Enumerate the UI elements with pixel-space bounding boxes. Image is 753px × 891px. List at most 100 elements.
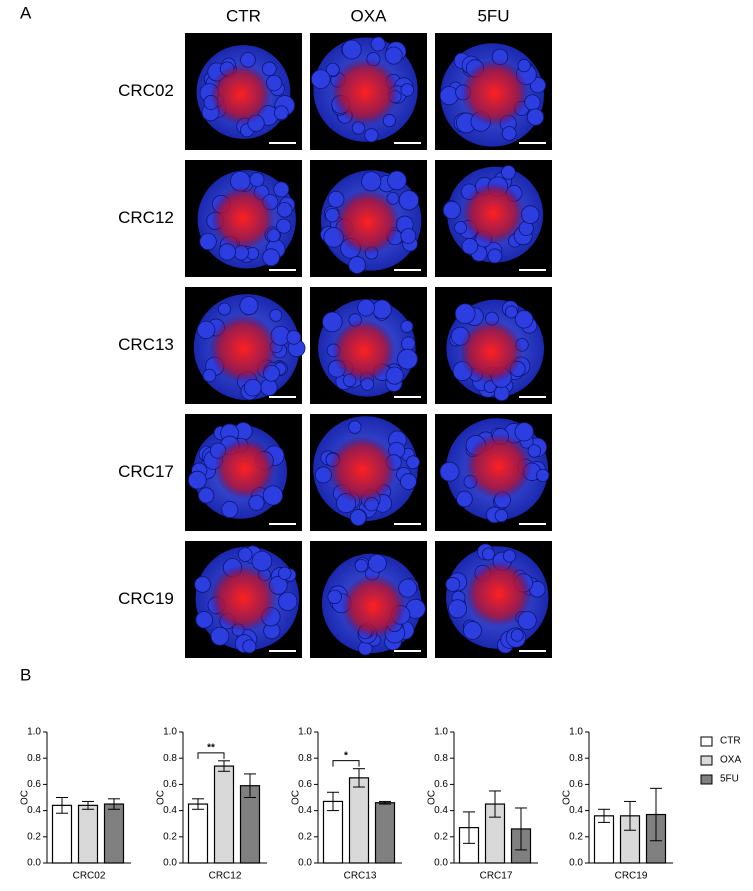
- row-label: CRC17: [118, 462, 174, 481]
- bar: [51, 804, 73, 864]
- y-tick-label: 1.0: [163, 727, 177, 738]
- cell: [439, 461, 460, 482]
- stain: [332, 319, 396, 383]
- y-tick-label: 0.4: [27, 805, 41, 816]
- cell: [325, 62, 340, 77]
- significance-bracket: [332, 760, 360, 767]
- micrograph: [185, 287, 306, 404]
- y-tick-label: 0.6: [298, 779, 312, 790]
- legend-swatch: [700, 736, 713, 747]
- y-tick-label: 0.8: [298, 753, 312, 764]
- cell: [510, 628, 524, 642]
- y-tick-label: 0.6: [163, 779, 177, 790]
- cell: [514, 310, 534, 329]
- stain: [461, 182, 525, 245]
- cell: [494, 508, 509, 523]
- cell: [372, 299, 392, 320]
- significance-label: **: [207, 742, 215, 753]
- error-bar: [108, 798, 120, 810]
- cell: [261, 61, 277, 77]
- cell: [401, 336, 416, 351]
- cell: [501, 165, 516, 180]
- legend-label: OXA: [720, 755, 741, 766]
- cell: [400, 83, 414, 97]
- error-bar: [244, 773, 256, 798]
- x-axis-label: CRC02: [73, 871, 106, 882]
- stain: [210, 63, 272, 125]
- micrograph: [310, 541, 427, 658]
- column-header: CTR: [226, 6, 261, 25]
- cell: [260, 378, 278, 396]
- y-tick-label: 0.6: [434, 779, 448, 790]
- cell: [387, 170, 407, 191]
- bar: [77, 804, 99, 864]
- y-tick-label: 0.2: [163, 831, 177, 842]
- y-tick-label: 0.4: [569, 805, 583, 816]
- y-axis-label: OC: [156, 790, 167, 805]
- cell: [237, 547, 253, 562]
- micrograph: [185, 160, 302, 277]
- cell: [262, 485, 283, 506]
- cell: [526, 108, 545, 126]
- cell: [221, 500, 239, 519]
- cell: [406, 455, 420, 470]
- cell: [461, 238, 479, 255]
- cell: [262, 248, 281, 267]
- cell: [400, 228, 417, 244]
- micrograph: [185, 33, 302, 150]
- micrograph: [310, 414, 427, 531]
- cell: [278, 591, 298, 612]
- stain: [465, 433, 532, 500]
- cell: [276, 202, 293, 218]
- y-tick-label: 0.4: [163, 805, 177, 816]
- x-axis-label: CRC19: [615, 871, 648, 882]
- y-tick-label: 0.2: [27, 831, 41, 842]
- micrograph: [310, 160, 427, 277]
- bar: [348, 777, 370, 864]
- micrograph: [435, 287, 552, 404]
- error-bar: [650, 787, 662, 842]
- error-bar: [56, 797, 68, 814]
- stain: [214, 438, 276, 500]
- micrograph: [310, 287, 427, 404]
- cell: [454, 303, 476, 325]
- x-axis-label: CRC12: [209, 871, 242, 882]
- row-label: CRC02: [118, 81, 174, 100]
- significance-label: *: [344, 750, 348, 761]
- stain: [465, 560, 532, 627]
- cell: [327, 191, 345, 208]
- bar: [374, 802, 396, 864]
- cell: [442, 201, 462, 220]
- y-tick-label: 0.2: [298, 831, 312, 842]
- y-tick-label: 0.0: [298, 858, 312, 869]
- cell: [239, 296, 259, 316]
- cell: [188, 470, 207, 490]
- micrograph: [435, 33, 552, 150]
- cell: [517, 59, 531, 73]
- error-bar: [489, 790, 501, 818]
- y-tick-label: 0.0: [163, 858, 177, 869]
- cell: [273, 105, 289, 121]
- y-tick-label: 1.0: [27, 727, 41, 738]
- stain: [328, 436, 397, 505]
- column-header: OXA: [351, 6, 388, 25]
- significance-bracket: [197, 752, 225, 759]
- panel-label: B: [20, 665, 31, 684]
- cell: [217, 302, 231, 316]
- y-tick-label: 0.0: [569, 858, 583, 869]
- bar: [213, 765, 235, 864]
- micrograph: [435, 160, 552, 277]
- cell: [364, 128, 379, 143]
- column-header: 5FU: [477, 6, 509, 25]
- cell: [384, 46, 403, 65]
- bar: [593, 815, 615, 864]
- cell: [448, 599, 468, 619]
- error-bar: [463, 811, 475, 844]
- cell: [504, 305, 518, 319]
- cell: [202, 368, 217, 383]
- y-axis-label: OC: [291, 790, 302, 805]
- y-tick-label: 0.4: [434, 805, 448, 816]
- y-tick-label: 0.6: [27, 779, 41, 790]
- cell: [249, 172, 265, 188]
- legend-label: CTR: [720, 736, 741, 747]
